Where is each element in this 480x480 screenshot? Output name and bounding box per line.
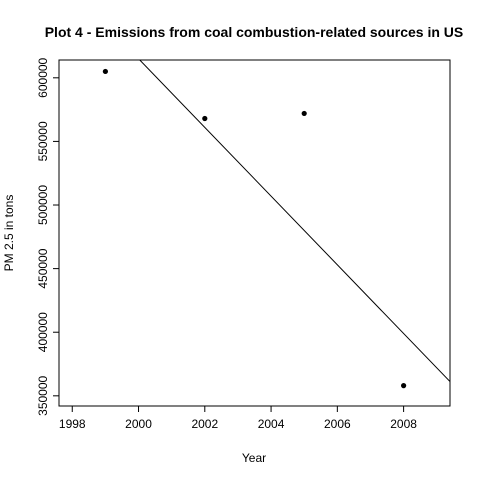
y-tick-label: 400000 xyxy=(36,312,50,352)
x-tick-label: 1998 xyxy=(59,417,86,431)
chart-title: Plot 4 - Emissions from coal combustion-… xyxy=(45,24,464,40)
x-tick-label: 2004 xyxy=(258,417,285,431)
y-axis-label: PM 2.5 in tons xyxy=(2,195,16,272)
x-tick-label: 2000 xyxy=(125,417,152,431)
y-tick-label: 600000 xyxy=(36,57,50,97)
plot-content xyxy=(102,60,450,389)
plot-frame xyxy=(58,59,451,407)
y-tick-label: 550000 xyxy=(36,121,50,161)
x-axis-label: Year xyxy=(242,451,266,465)
data-point xyxy=(301,110,307,117)
y-tick-label: 450000 xyxy=(36,248,50,288)
y-tick-label: 500000 xyxy=(36,185,50,225)
x-tick-label: 2008 xyxy=(390,417,417,431)
y-axis: 350000 400000 450000 500000 550000 600000 xyxy=(36,57,59,416)
x-axis: 1998 2000 2002 2004 2006 2008 xyxy=(59,405,417,431)
x-tick-label: 2002 xyxy=(191,417,218,431)
data-point xyxy=(202,115,208,122)
x-tick-label: 2006 xyxy=(324,417,351,431)
data-point xyxy=(401,383,407,389)
data-point xyxy=(102,68,108,75)
y-tick-label: 350000 xyxy=(36,375,50,415)
regression-line xyxy=(139,60,450,382)
